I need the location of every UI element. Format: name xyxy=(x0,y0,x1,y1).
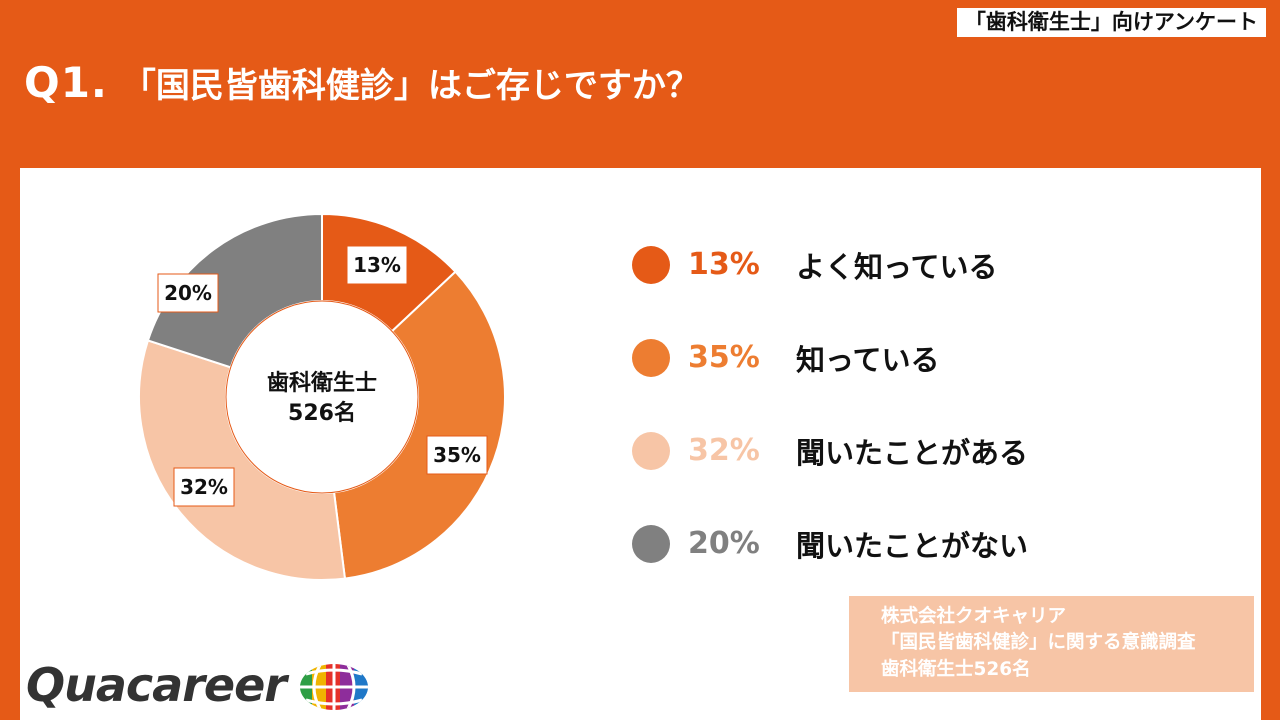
legend: 13% よく知っている 35% 知っている 32% 聞いたことがある 20% 聞いたことがない xyxy=(632,218,1028,590)
legend-swatch xyxy=(632,245,670,284)
question-text: 「国民皆歯科健診」はご存じですか？ xyxy=(121,66,700,106)
survey-tag: 「歯科衛生士」向けアンケート xyxy=(956,8,1266,38)
legend-percent: 35% xyxy=(688,340,760,375)
svg-text:32%: 32% xyxy=(180,475,228,499)
legend-swatch xyxy=(632,431,670,470)
company-logo: Quacareer xyxy=(20,650,376,720)
logo-text: Quacareer xyxy=(26,658,287,712)
legend-percent: 20% xyxy=(688,526,760,561)
donut-center-label: 歯科衛生士 xyxy=(267,370,377,396)
question-title: Q1. 「国民皆歯科健診」はご存じですか？ xyxy=(24,58,700,107)
donut-center-label: 526名 xyxy=(288,400,356,426)
data-label: 32% xyxy=(173,467,235,507)
donut-center xyxy=(225,300,419,494)
data-label: 13% xyxy=(346,245,408,285)
content-panel: 歯科衛生士 526名 13% 35% 32% 20% 13% よく知っている 35% 知っている… xyxy=(20,168,1261,720)
legend-swatch xyxy=(632,338,670,377)
data-label: 20% xyxy=(157,273,219,313)
legend-item: 13% よく知っている xyxy=(632,218,1028,311)
legend-label: 聞いたことがある xyxy=(796,435,1029,470)
legend-label: 知っている xyxy=(796,342,940,377)
legend-item: 32% 聞いたことがある xyxy=(632,404,1028,497)
question-number: Q1. xyxy=(24,58,108,107)
source-line-survey: 「国民皆歯科健診」に関する意識調査 xyxy=(881,632,1196,654)
legend-item: 20% 聞いたことがない xyxy=(632,497,1028,590)
svg-text:13%: 13% xyxy=(353,253,401,277)
legend-percent: 32% xyxy=(688,433,760,468)
source-line-sample: 歯科衛生士526名 xyxy=(881,658,1031,680)
legend-percent: 13% xyxy=(688,247,760,282)
svg-text:35%: 35% xyxy=(433,443,481,467)
legend-swatch xyxy=(632,524,670,563)
svg-text:20%: 20% xyxy=(164,281,212,305)
source-line-company: 株式会社クオキャリア xyxy=(881,606,1067,627)
globe-icon xyxy=(300,664,368,710)
source-box: 株式会社クオキャリア 「国民皆歯科健診」に関する意識調査 歯科衛生士526名 xyxy=(849,596,1254,692)
legend-label: 聞いたことがない xyxy=(796,528,1029,563)
data-label: 35% xyxy=(426,435,488,475)
donut-chart: 歯科衛生士 526名 13% 35% 32% 20% xyxy=(138,212,506,581)
legend-label: よく知っている xyxy=(796,249,998,284)
legend-item: 35% 知っている xyxy=(632,311,1028,404)
